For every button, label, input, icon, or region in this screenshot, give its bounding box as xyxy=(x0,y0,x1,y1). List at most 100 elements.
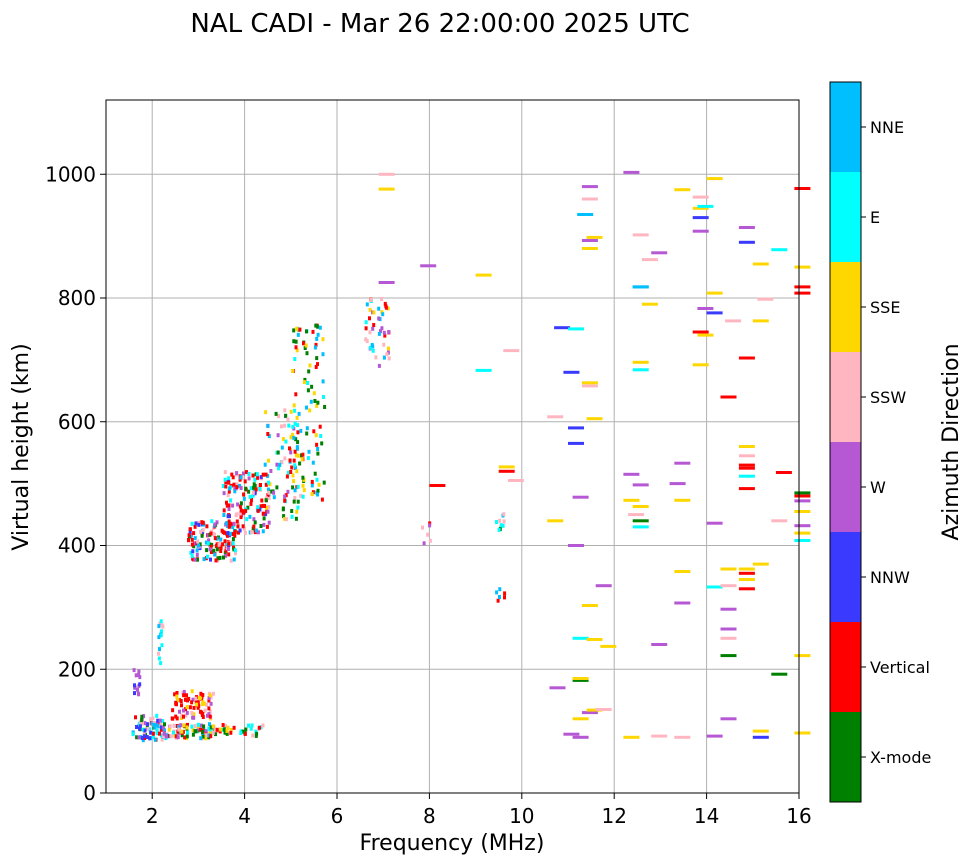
echo-mark xyxy=(215,727,219,732)
echo-mark xyxy=(190,542,194,547)
echo-mark xyxy=(794,499,811,503)
echo-mark xyxy=(148,736,152,741)
echo-mark xyxy=(246,505,250,510)
echo-mark xyxy=(295,415,299,420)
echo-mark xyxy=(275,462,279,467)
echo-mark xyxy=(245,470,248,475)
echo-mark xyxy=(137,692,141,697)
echo-mark xyxy=(232,725,236,730)
echo-mark xyxy=(308,408,312,413)
echo-mark xyxy=(195,557,199,562)
echo-mark xyxy=(303,377,307,382)
echo-mark xyxy=(307,449,311,454)
echo-mark xyxy=(162,734,166,739)
echo-mark xyxy=(475,368,492,372)
echo-mark xyxy=(720,636,737,640)
echo-mark xyxy=(549,686,566,690)
echo-mark xyxy=(322,395,325,399)
echo-mark xyxy=(266,509,270,514)
echo-mark xyxy=(253,477,257,482)
echo-mark xyxy=(137,724,141,729)
echo-mark xyxy=(692,216,709,220)
echo-mark xyxy=(277,466,281,471)
echo-mark xyxy=(261,511,265,516)
echo-mark xyxy=(364,320,368,325)
colorbar-frame xyxy=(829,81,862,803)
echo-mark xyxy=(243,731,247,736)
echo-mark xyxy=(133,691,136,696)
echo-mark xyxy=(229,730,233,735)
echo-mark xyxy=(204,729,208,734)
echo-mark xyxy=(794,291,811,295)
echo-mark xyxy=(135,735,139,740)
y-tick-label: 200 xyxy=(58,657,96,681)
echo-mark xyxy=(272,490,276,495)
echo-mark xyxy=(207,712,211,717)
echo-mark xyxy=(180,703,183,708)
echo-mark xyxy=(302,341,305,346)
colorbar-category-label: E xyxy=(870,208,880,227)
echo-mark xyxy=(230,472,234,477)
echo-mark xyxy=(261,723,265,728)
echo-mark xyxy=(176,698,180,702)
echo-mark xyxy=(290,509,294,513)
echo-mark xyxy=(321,352,325,357)
echo-mark xyxy=(207,696,211,701)
echo-mark xyxy=(498,465,515,469)
echo-mark xyxy=(151,716,155,721)
echo-mark xyxy=(207,733,211,738)
echo-mark xyxy=(201,702,204,707)
colorbar: X-mode Vertical NNW W SSW SSE E NNE xyxy=(829,81,931,803)
echo-mark xyxy=(266,423,270,428)
echo-mark xyxy=(254,487,258,492)
echo-mark xyxy=(586,235,603,239)
echo-mark xyxy=(632,505,649,508)
echo-mark xyxy=(247,489,251,494)
echo-mark xyxy=(233,548,237,553)
echo-mark xyxy=(298,327,302,332)
echo-mark xyxy=(316,451,320,456)
echo-mark xyxy=(294,392,298,397)
echo-mark xyxy=(288,446,291,451)
echo-mark xyxy=(242,471,245,476)
echo-mark xyxy=(227,476,231,481)
echo-mark xyxy=(274,411,278,416)
echo-mark xyxy=(161,624,165,629)
echo-mark xyxy=(199,709,202,714)
echo-mark xyxy=(212,531,216,536)
echo-mark xyxy=(302,380,306,385)
echo-mark xyxy=(233,533,237,538)
echo-mark xyxy=(175,716,179,721)
echo-mark xyxy=(283,498,287,503)
echo-mark xyxy=(315,336,319,341)
echo-mark xyxy=(318,325,322,330)
echo-mark xyxy=(284,439,288,444)
echo-mark xyxy=(146,726,150,731)
echo-mark xyxy=(224,484,228,489)
colorbar-swatch xyxy=(830,622,861,712)
echo-mark xyxy=(267,496,271,500)
echo-mark xyxy=(312,429,316,434)
echo-mark xyxy=(757,297,774,301)
echo-mark xyxy=(315,356,319,361)
echo-mark xyxy=(284,493,288,498)
echo-mark xyxy=(267,520,271,525)
echo-mark xyxy=(319,434,323,438)
echo-mark xyxy=(498,587,502,592)
echo-mark xyxy=(293,463,297,468)
echo-mark xyxy=(172,723,176,728)
echo-mark xyxy=(256,508,260,513)
echo-mark xyxy=(264,512,268,517)
echo-mark xyxy=(227,489,231,494)
echo-mark xyxy=(204,733,208,738)
echo-mark xyxy=(229,498,233,503)
echo-mark xyxy=(372,310,376,315)
echo-mark xyxy=(202,724,206,729)
echo-mark xyxy=(572,636,589,640)
echo-mark xyxy=(305,405,308,410)
echo-mark xyxy=(238,477,242,482)
echo-mark xyxy=(233,489,237,494)
echo-mark xyxy=(266,493,270,497)
echo-mark xyxy=(623,498,640,502)
echo-mark xyxy=(256,505,260,510)
